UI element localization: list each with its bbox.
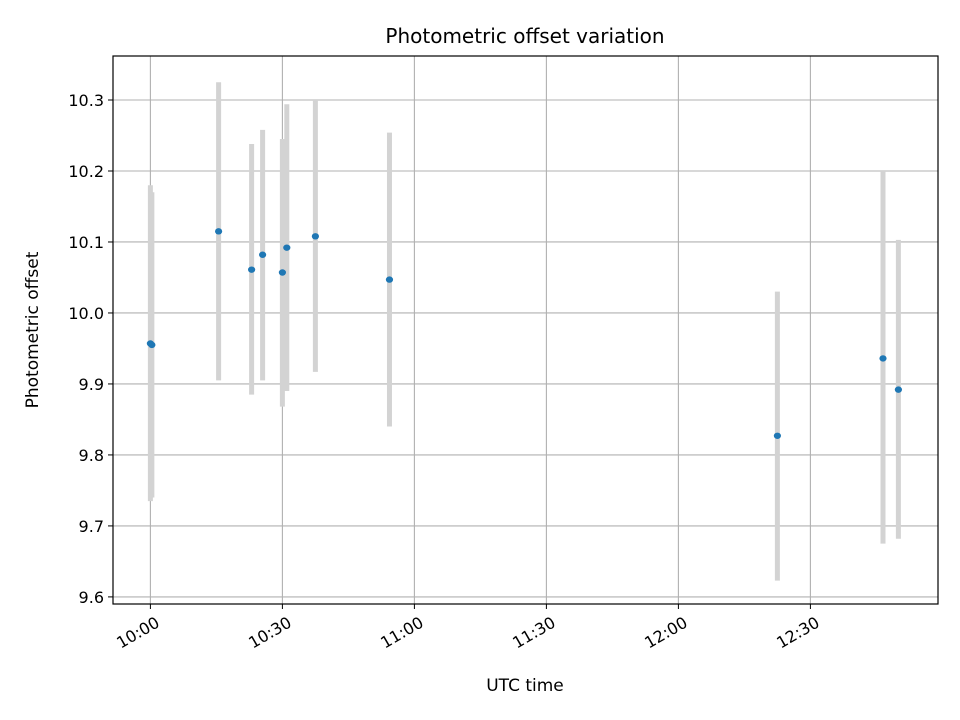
data-point xyxy=(894,386,903,393)
y-tick-label: 9.8 xyxy=(79,446,104,465)
data-point xyxy=(283,244,291,251)
data-point xyxy=(311,233,319,240)
data-point xyxy=(148,341,156,349)
y-tick-label: 10.1 xyxy=(68,233,104,252)
data-point xyxy=(278,269,286,276)
data-point xyxy=(215,228,223,235)
data-point xyxy=(248,266,256,273)
y-tick-label: 10.3 xyxy=(68,91,104,110)
data-point xyxy=(773,432,782,439)
y-axis-ticks: 9.6 9.7 9.8 9.9 10.0 10.1 10.2 10.3 xyxy=(68,91,113,607)
y-axis-title: Photometric offset xyxy=(23,251,43,408)
plot-frame xyxy=(112,55,939,605)
y-tick-label: 9.7 xyxy=(79,517,104,536)
data-point xyxy=(879,355,887,362)
x-axis-title: UTC time xyxy=(486,676,564,696)
chart-title: Photometric offset variation xyxy=(385,24,664,48)
y-tick-label: 10.2 xyxy=(68,162,104,181)
data-point xyxy=(259,251,267,258)
y-tick-label: 10.0 xyxy=(68,304,104,323)
data-points xyxy=(146,228,903,439)
y-tick-label: 9.9 xyxy=(79,375,104,394)
y-tick-label: 9.6 xyxy=(79,588,104,607)
data-point xyxy=(385,276,394,283)
